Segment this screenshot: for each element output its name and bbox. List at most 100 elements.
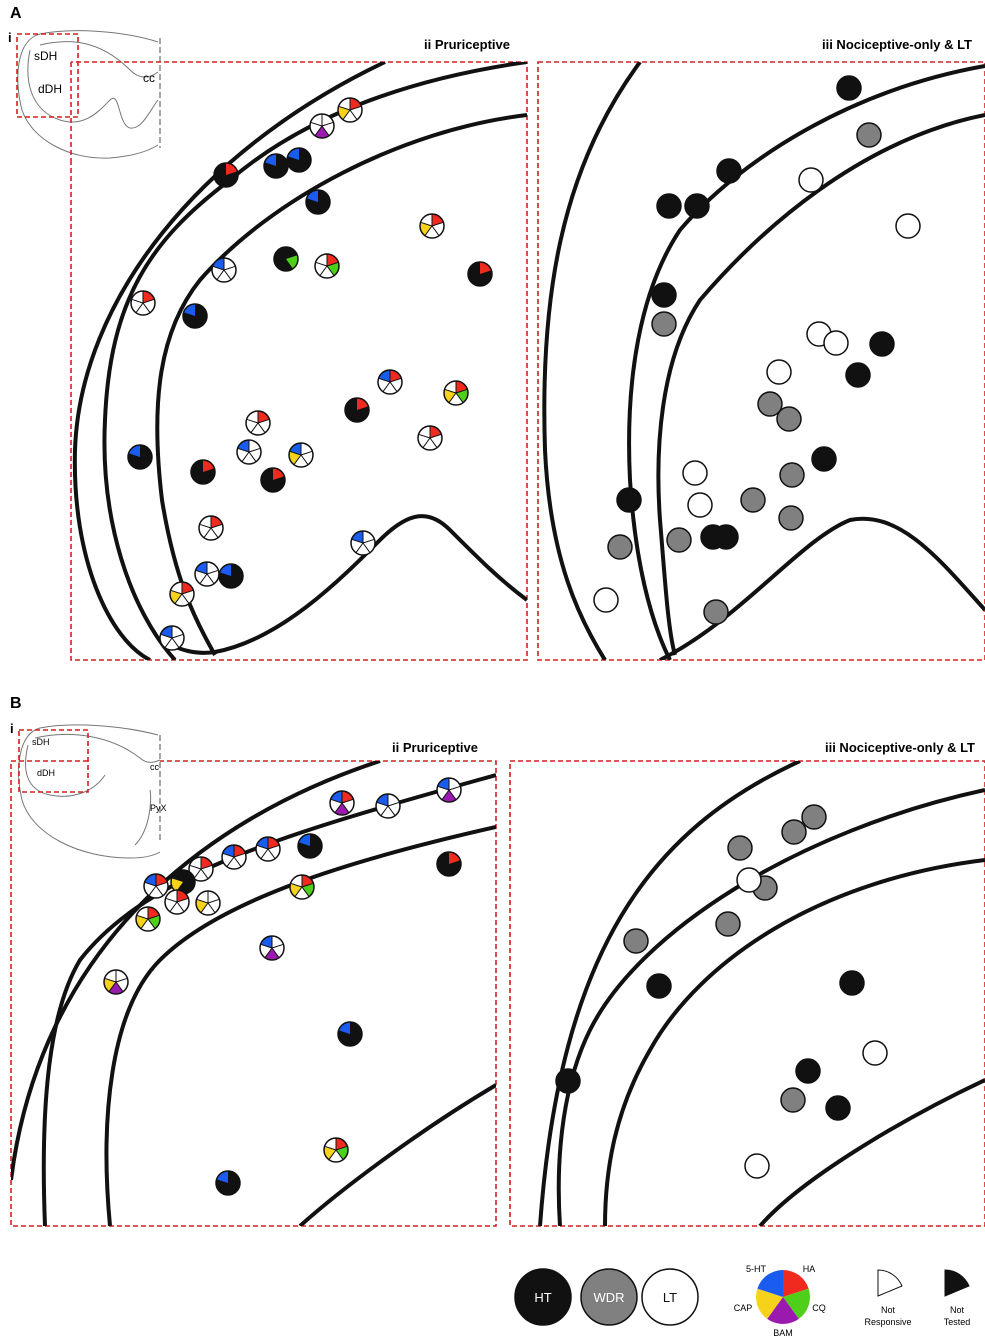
cell [767, 360, 791, 384]
cell [745, 1154, 769, 1178]
cell [261, 468, 285, 492]
cell [165, 890, 189, 914]
laminae [544, 62, 985, 660]
cell [857, 123, 881, 147]
subpanel-title: ii Pruriceptive [392, 740, 478, 755]
subpanel-box [510, 761, 985, 1226]
cell [896, 214, 920, 238]
panel-label: A [10, 5, 22, 22]
cell [824, 331, 848, 355]
cell [652, 312, 676, 336]
cell [324, 1138, 348, 1162]
cell [376, 794, 400, 818]
cell [647, 974, 671, 998]
cell [290, 875, 314, 899]
cell [264, 154, 288, 178]
cell [437, 852, 461, 876]
cell [306, 190, 330, 214]
cell [796, 1059, 820, 1083]
cell [777, 407, 801, 431]
legend-label: BAM [773, 1328, 793, 1338]
marker-label: cc [143, 71, 155, 85]
cell [685, 194, 709, 218]
legend-label: LT [663, 1290, 677, 1305]
cell [338, 98, 362, 122]
cell [216, 1171, 240, 1195]
cell [128, 445, 152, 469]
legend-label: WDR [593, 1290, 624, 1305]
cell [444, 381, 468, 405]
region-label: dDH [38, 82, 62, 96]
cell [199, 516, 223, 540]
legend-label: Responsive [864, 1317, 911, 1327]
laminae [11, 761, 496, 1226]
cell [688, 493, 712, 517]
legend-label: HT [534, 1290, 551, 1305]
cell [802, 805, 826, 829]
cell [183, 304, 207, 328]
cell [144, 874, 168, 898]
cell [287, 148, 311, 172]
cell [652, 283, 676, 307]
legend-swatch [878, 1270, 902, 1296]
cell [617, 488, 641, 512]
cell [780, 463, 804, 487]
cell [779, 506, 803, 530]
cell [468, 262, 492, 286]
cell [728, 836, 752, 860]
subpanel-title: iii Nociceptive-only & LT [822, 37, 972, 52]
panel-label: B [10, 695, 22, 712]
legend-label: Not [950, 1305, 965, 1315]
legend-label: 5-HT [746, 1264, 767, 1274]
cell [131, 291, 155, 315]
cell [837, 76, 861, 100]
cell [214, 163, 238, 187]
cell [418, 426, 442, 450]
cell [338, 1022, 362, 1046]
cell [556, 1069, 580, 1093]
cell [846, 363, 870, 387]
cell [260, 936, 284, 960]
legend-label: HA [803, 1264, 816, 1274]
cell [104, 970, 128, 994]
cell [812, 447, 836, 471]
cell [826, 1096, 850, 1120]
cell [330, 791, 354, 815]
cell [437, 778, 461, 802]
cell [246, 411, 270, 435]
cell [212, 258, 236, 282]
legend-label: CQ [812, 1303, 826, 1313]
cell [256, 837, 280, 861]
cell [624, 929, 648, 953]
cell [704, 600, 728, 624]
cell [716, 912, 740, 936]
subpanel-title: iii Nociceptive-only & LT [825, 740, 975, 755]
cell [657, 194, 681, 218]
cell [136, 907, 160, 931]
marker-label: cc [150, 762, 160, 772]
inset-label: i [10, 721, 14, 736]
cell [378, 370, 402, 394]
legend-label: Not [881, 1305, 896, 1315]
region-label: sDH [34, 49, 57, 63]
cell [160, 626, 184, 650]
inset-box [17, 34, 78, 117]
cell [717, 159, 741, 183]
subpanel-box [11, 761, 496, 1226]
cells [104, 76, 920, 1195]
cell [608, 535, 632, 559]
cell [799, 168, 823, 192]
subpanel-box [538, 62, 985, 660]
cell [289, 443, 313, 467]
cell [870, 332, 894, 356]
cell [195, 562, 219, 586]
cell [420, 214, 444, 238]
cell [351, 531, 375, 555]
legend-label: Tested [944, 1317, 971, 1327]
cell [315, 254, 339, 278]
figure: A i sDH dDH cc ii Pruriceptive iii Nocic… [0, 0, 985, 1338]
region-label: dDH [37, 768, 55, 778]
cell [298, 834, 322, 858]
cell [714, 525, 738, 549]
cell [196, 891, 220, 915]
